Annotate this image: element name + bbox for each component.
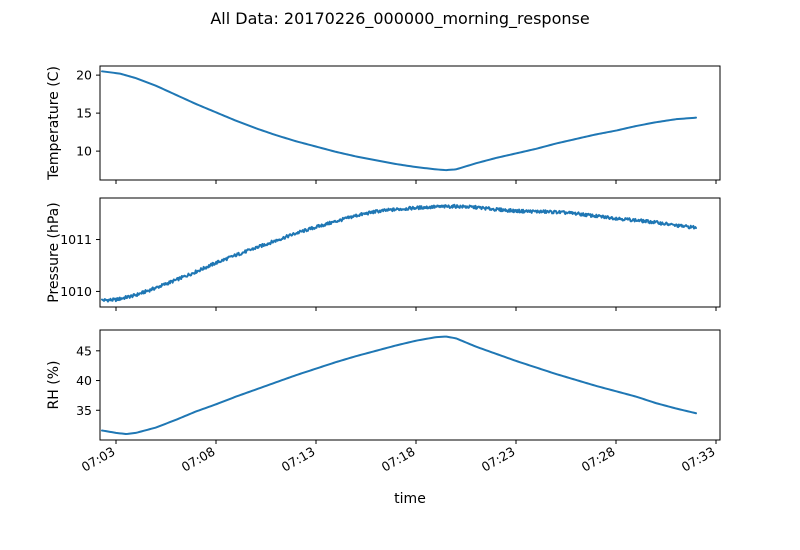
y-tick-label: 20	[76, 68, 92, 83]
y-tick-label: 35	[76, 403, 92, 418]
axes-frame	[99, 329, 721, 441]
axes-frame	[99, 197, 721, 308]
y-tick-label: 1011	[60, 232, 92, 247]
y-tick-label: 10	[76, 144, 92, 159]
subplot-1: 10 15 20 Temperature (C)	[46, 65, 721, 184]
y-tick-label: 40	[76, 373, 92, 388]
series-line	[101, 203, 697, 303]
y-axis-label: Pressure (hPa)	[46, 202, 62, 302]
axes-frame	[99, 65, 721, 181]
y-tick-label: 15	[76, 106, 92, 121]
y-axis-label: Temperature (C)	[46, 66, 62, 181]
series-line	[101, 335, 697, 436]
y-axis-label: RH (%)	[46, 361, 62, 410]
y-tick-label: 1010	[60, 284, 92, 299]
series-line	[101, 70, 697, 172]
x-axis-label: time	[394, 491, 426, 507]
y-tick-label: 45	[76, 343, 92, 358]
figure-title: All Data: 20170226_000000_morning_respon…	[210, 9, 589, 29]
